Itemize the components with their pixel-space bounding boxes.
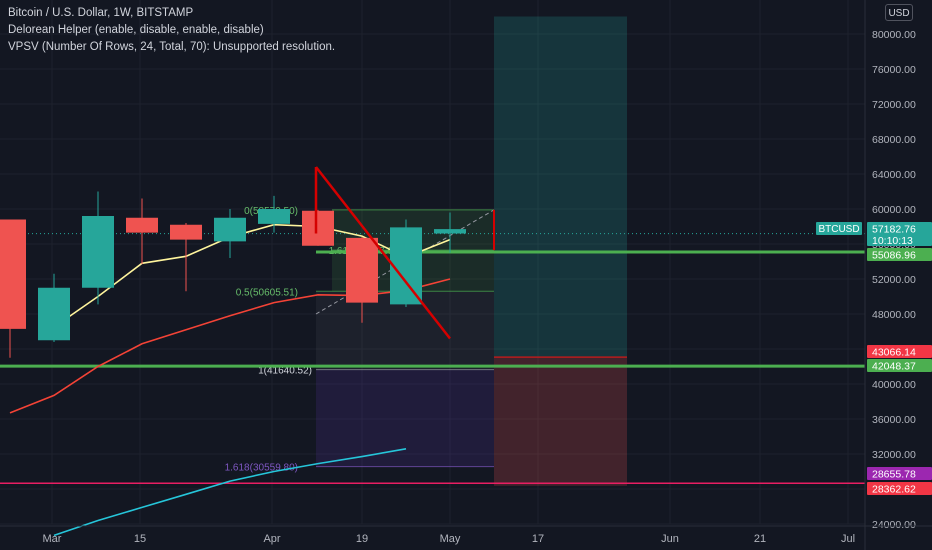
candle-body [390,227,422,305]
fib-trend-line [315,209,495,315]
y-tick-label: 72000.00 [872,99,916,111]
x-tick-label: 21 [754,533,766,545]
candle-body [0,219,26,329]
y-tick-label: 24000.00 [872,519,916,531]
symbol-tag-label: BTCUSD [818,224,859,235]
price-label-value: 28362.62 [872,484,916,496]
price-label-box [867,359,932,372]
x-tick-label: 19 [356,533,368,545]
candles [0,191,466,358]
price-label-countdown: 10:10:13 [872,235,913,247]
chart-legend: Bitcoin / U.S. Dollar, 1W, BITSTAMP Delo… [8,5,335,56]
price-label-box [867,222,932,246]
y-tick-label: 52000.00 [872,274,916,286]
price-axis-bg [865,0,932,550]
x-tick-label: Jun [661,533,679,545]
symbol-tag-box [816,222,862,235]
price-label-box [867,482,932,495]
grid-lines [0,0,865,525]
price-label-box [867,467,932,480]
price-label-value: 42048.37 [872,361,916,373]
time-axis: Mar 15 Apr 19 May 17 Jun 21 Jul [0,525,932,545]
candle-body [82,216,114,288]
price-label-value: 57182.76 [872,224,916,236]
x-tick-label: Jul [841,533,855,545]
price-label-box [867,345,932,358]
fib-zone [316,369,494,467]
y-tick-label: 32000.00 [872,449,916,461]
y-tick-label: 40000.00 [872,379,916,391]
price-label-value: 43066.14 [872,347,916,359]
fib-level-label: 1(41640.52) [258,366,312,377]
x-tick-label: Apr [263,533,280,545]
price-label-value: 55086.96 [872,250,916,262]
fib-level-label: 1.618(30559.80) [225,463,298,474]
y-tick-label: 60000.00 [872,204,916,216]
ma-yellow-line [53,223,451,328]
price-axis: 24000.0028000.0032000.0036000.0040000.00… [864,0,932,550]
x-tick-label: Mar [43,533,62,545]
indicator-vpsv[interactable]: VPSV (Number Of Rows, 24, Total, 70): Un… [8,41,336,53]
y-tick-label: 76000.00 [872,64,916,76]
y-tick-label: 80000.00 [872,29,916,41]
candle-body [38,287,70,341]
candle-body [126,217,158,233]
position-profit-zone [494,16,627,358]
candle-body [346,237,378,303]
candle-body [434,229,466,234]
currency-button[interactable]: USD [885,4,913,21]
position-loss-zone [494,357,627,486]
y-tick-label: 68000.00 [872,134,916,146]
x-tick-label: May [440,533,461,545]
x-tick-label: 15 [134,533,146,545]
wedge-line-upper [315,166,451,340]
x-tick-label: 17 [532,533,544,545]
price-label-value: 28655.78 [872,469,916,481]
candle-body [302,210,334,246]
candle-body [258,209,290,224]
fib-level-label: 0.5(50605.51) [236,287,298,298]
y-tick-label: 64000.00 [872,169,916,181]
y-tick-label: 36000.00 [872,414,916,426]
candle-body [170,224,202,240]
candle-body [214,217,246,242]
ma-teal-line [53,448,407,537]
price-label-box [867,248,932,261]
symbol-title[interactable]: Bitcoin / U.S. Dollar, 1W, BITSTAMP [8,7,194,19]
indicator-delorean-helper[interactable]: Delorean Helper (enable, disable, enable… [8,24,264,36]
y-tick-label: 48000.00 [872,309,916,321]
